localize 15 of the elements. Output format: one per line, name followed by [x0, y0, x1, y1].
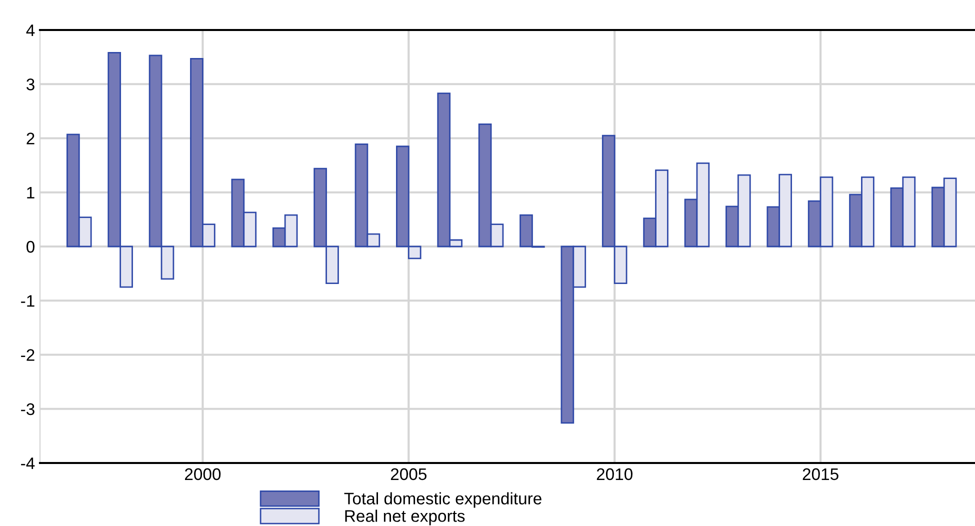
y-tick-label: 4: [26, 24, 35, 36]
x-tick-label: 2005: [390, 468, 426, 480]
y-tick-label: 1: [27, 186, 34, 198]
y-tick-label: -3: [21, 403, 34, 416]
y-tick-label: 0: [26, 240, 34, 253]
y-tick-label: -4: [21, 458, 35, 470]
legend-label: Real net exports: [345, 510, 465, 526]
y-tick-label: 3: [26, 78, 34, 90]
legend-label: Total domestic expenditure: [344, 492, 542, 508]
x-tick-label: 2010: [596, 468, 632, 480]
x-tick-label: 2000: [185, 468, 221, 480]
y-tick-label: -2: [21, 349, 34, 361]
x-tick-label: 2015: [802, 468, 838, 480]
y-tick-label: 2: [26, 132, 34, 144]
y-tick-label: -1: [21, 295, 34, 307]
